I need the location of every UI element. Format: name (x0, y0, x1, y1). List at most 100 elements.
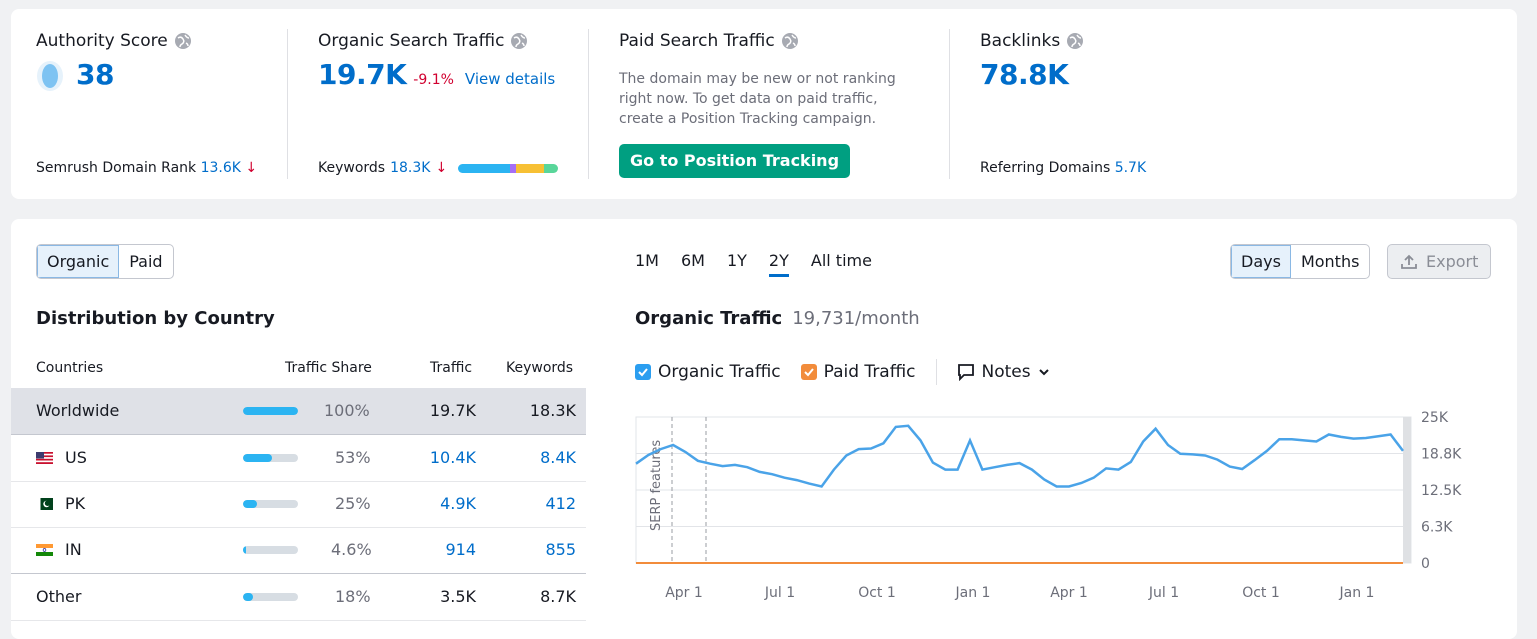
current-period-marker (1403, 417, 1411, 563)
bar-segment (458, 163, 511, 173)
organic-traffic-legend[interactable]: Organic Traffic (635, 362, 781, 382)
chart-legend: Organic Traffic Paid Traffic Notes (635, 359, 1050, 385)
date-range-selector: 1M 6M 1Y 2Y All time (635, 251, 872, 277)
globe-icon[interactable] (781, 32, 799, 50)
traffic-value[interactable]: 914 (445, 540, 476, 559)
share-bar (243, 500, 298, 508)
paid-traffic-title: Paid Search Traffic (619, 31, 799, 51)
export-button[interactable]: Export (1387, 244, 1492, 279)
organic-traffic-change: -9.1% (413, 72, 454, 88)
organic-traffic-value-row: 19.7K -9.1% View details (318, 58, 555, 91)
traffic-share: 100% (324, 401, 370, 420)
checkbox-checked-icon[interactable] (635, 364, 651, 380)
divider (287, 29, 288, 179)
us-flag-icon (36, 452, 53, 464)
countries-header: Countries (36, 360, 104, 376)
keywords-value[interactable]: 8.4K (540, 448, 576, 467)
arrow-down-icon: ↓ (245, 160, 258, 176)
share-bar-fill (243, 500, 257, 508)
view-details-link[interactable]: View details (464, 70, 556, 88)
traffic-share: 4.6% (331, 540, 372, 559)
traffic-value: 3.5K (440, 587, 476, 606)
range-6m[interactable]: 6M (680, 251, 705, 270)
bar-segment (510, 163, 517, 173)
country-name: IN (65, 540, 82, 559)
domain-rank-label: Semrush Domain Rank (36, 160, 197, 176)
notes-dropdown[interactable]: Notes (957, 362, 1050, 382)
keywords-header[interactable]: Keywords (506, 360, 574, 376)
traffic-share-header[interactable]: Traffic Share (285, 360, 372, 376)
globe-icon[interactable] (510, 32, 528, 50)
authority-score-icon (37, 61, 63, 91)
referring-domains-label: Referring Domains (980, 160, 1111, 176)
chart-header: Organic Traffic 19,731/month (635, 308, 920, 329)
backlinks-title: Backlinks (980, 31, 1084, 51)
traffic-value[interactable]: 10.4K (429, 448, 476, 467)
chevron-down-icon (1038, 369, 1049, 376)
table-row[interactable]: PK 25% 4.9K 412 (11, 481, 586, 528)
globe-icon[interactable] (174, 32, 192, 50)
traffic-header[interactable]: Traffic (430, 360, 473, 376)
authority-score-value: 38 (76, 58, 114, 91)
go-to-position-tracking-button[interactable]: Go to Position Tracking (619, 144, 851, 178)
paid-toggle-button[interactable]: Paid (129, 252, 163, 271)
share-bar (243, 593, 298, 601)
paid-traffic-legend[interactable]: Paid Traffic (800, 362, 916, 382)
organic-traffic-value[interactable]: 19.7K (318, 58, 407, 91)
x-tick-label: Jan 1 (1339, 585, 1375, 601)
export-label: Export (1426, 252, 1479, 271)
traffic-value[interactable]: 4.9K (440, 494, 476, 513)
organic-toggle-button[interactable]: Organic (37, 245, 120, 278)
keywords-value: 18.3K (529, 401, 576, 420)
keywords-value[interactable]: 18.3K (390, 160, 431, 176)
traffic-share: 53% (335, 448, 371, 467)
backlinks-value[interactable]: 78.8K (980, 58, 1069, 91)
serp-features-annotation: SERP features (649, 440, 664, 531)
globe-icon[interactable] (1066, 32, 1084, 50)
checkbox-checked-icon[interactable] (800, 364, 817, 380)
range-1y[interactable]: 1Y (726, 251, 747, 270)
country-name: US (65, 448, 87, 467)
notes-label: Notes (981, 362, 1031, 382)
table-row[interactable]: US 53% 10.4K 8.4K (11, 435, 586, 482)
y-tick-label: 12.5K (1421, 483, 1462, 499)
share-bar (243, 407, 298, 415)
range-1m[interactable]: 1M (635, 251, 659, 270)
paid-legend-label: Paid Traffic (823, 362, 916, 382)
backlinks-label: Backlinks (980, 31, 1061, 51)
share-bar (243, 546, 298, 554)
table-row[interactable]: Worldwide 100% 19.7K 18.3K (11, 388, 586, 435)
range-2y[interactable]: 2Y (768, 251, 789, 277)
divider (588, 29, 589, 179)
organic-paid-toggle: Organic Paid (36, 244, 174, 279)
granularity-toggle: Days Months (1230, 244, 1371, 279)
referring-domains-value[interactable]: 5.7K (1114, 160, 1147, 176)
x-tick-label: Oct 1 (858, 585, 896, 601)
days-button[interactable]: Days (1231, 245, 1291, 278)
authority-score-title: Authority Score (36, 31, 192, 51)
upload-icon (1401, 254, 1417, 269)
country-name: PK (65, 494, 86, 513)
keywords-line: Keywords 18.3K ↓ (318, 160, 559, 176)
pk-flag-icon (36, 498, 53, 510)
share-bar-fill (243, 407, 298, 415)
organic-traffic-chart[interactable]: 25K 18.8K 12.5K 6.3K 0 SERP features Apr 1 Jul … (631, 403, 1501, 603)
table-row[interactable]: IN 4.6% 914 855 (11, 527, 586, 574)
distribution-title: Distribution by Country (36, 308, 275, 329)
traffic-share: 18% (335, 587, 371, 606)
keywords-value: 8.7K (540, 587, 576, 606)
domain-rank-value[interactable]: 13.6K (200, 160, 241, 176)
traffic-share: 25% (335, 494, 371, 513)
keywords-value[interactable]: 855 (545, 540, 576, 559)
x-tick-label: Jul 1 (764, 585, 795, 601)
organic-traffic-line (635, 424, 1404, 488)
x-tick-label: Oct 1 (1242, 585, 1280, 601)
keywords-value[interactable]: 412 (545, 494, 576, 513)
months-button[interactable]: Months (1300, 252, 1360, 271)
y-tick-label: 25K (1421, 410, 1449, 426)
y-tick-label: 6.3K (1421, 520, 1453, 536)
range-all-time[interactable]: All time (810, 251, 872, 270)
share-bar-fill (243, 454, 273, 462)
y-tick-label: 18.8K (1421, 447, 1462, 463)
divider (935, 359, 937, 385)
